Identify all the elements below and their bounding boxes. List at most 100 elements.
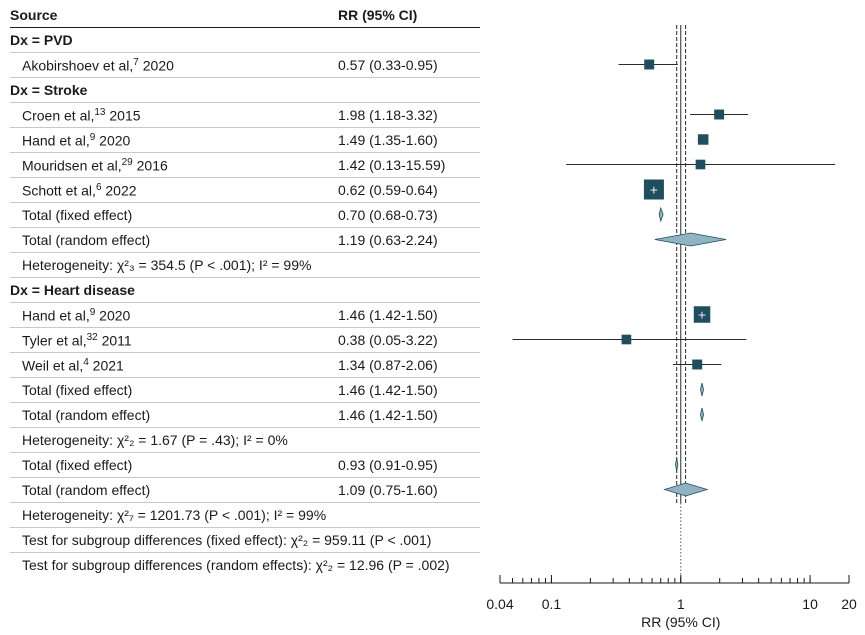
x-axis-tick-label: 10: [802, 596, 818, 612]
rr-value: 0.70 (0.68-0.73): [338, 207, 438, 223]
study-marker: [714, 109, 725, 120]
group-label: Dx = Stroke: [10, 82, 88, 98]
study-author: Croen et al,: [22, 107, 95, 124]
table-row: Dx = PVD: [10, 27, 480, 53]
table-row: Heterogeneity: χ²₇ = 1201.73 (P < .001);…: [10, 502, 480, 528]
table-row: Test for subgroup differences (random ef…: [10, 552, 480, 577]
pooled-diamond: [675, 457, 679, 472]
table-row: Test for subgroup differences (fixed eff…: [10, 527, 480, 553]
study-reference: 32: [86, 332, 98, 343]
source-label: Heterogeneity: χ²₂ = 1.67 (P = .43); I² …: [22, 432, 288, 448]
study-marker: [643, 179, 664, 200]
study-marker: [697, 134, 709, 145]
table-row: Total (fixed effect) 0.70 (0.68-0.73): [10, 202, 480, 228]
study-year: 2011: [101, 332, 132, 349]
rr-value: 1.46 (1.42-1.50): [338, 307, 438, 323]
study-author: Hand et al,: [22, 132, 90, 149]
study-reference: 9: [89, 132, 96, 143]
study-reference: 9: [89, 307, 96, 318]
rr-value: 1.42 (0.13-15.59): [338, 157, 446, 173]
study-marker: [644, 59, 655, 70]
source-label: Total (random effect): [22, 232, 151, 248]
table-header-row: Source RR (95% CI): [10, 2, 480, 28]
table-row: Akobirshoev et al,7 2020 0.57 (0.33-0.95): [10, 52, 480, 78]
source-label: Akobirshoev et al,7 2020: [22, 57, 174, 74]
study-year: 2020: [142, 57, 174, 74]
study-marker: [692, 359, 703, 370]
source-label: Total (fixed effect): [22, 457, 133, 473]
study-reference: 7: [133, 57, 139, 68]
study-author: Hand et al,: [22, 307, 90, 324]
table-row: Dx = Stroke: [10, 77, 480, 103]
rr-value: 1.19 (0.63-2.24): [338, 232, 438, 248]
source-label: Test for subgroup differences (random ef…: [22, 557, 450, 573]
source-label: Hand et al,9 2020: [22, 307, 130, 324]
study-reference: 4: [83, 357, 89, 368]
study-author: Weil et al,: [22, 357, 84, 374]
study-year: 2020: [99, 307, 131, 324]
rr-value: 1.46 (1.42-1.50): [338, 407, 438, 423]
study-year: 2015: [109, 107, 141, 124]
pooled-diamond: [663, 482, 709, 497]
rr-value: 1.49 (1.35-1.60): [338, 132, 438, 148]
source-label: Test for subgroup differences (fixed eff…: [22, 532, 432, 548]
study-marker-plus: +: [697, 309, 706, 322]
table-row: Total (fixed effect) 0.93 (0.91-0.95): [10, 452, 480, 478]
rr-value: 1.46 (1.42-1.50): [338, 382, 438, 398]
rr-value: 1.98 (1.18-3.32): [338, 107, 438, 123]
study-marker: [695, 159, 706, 170]
rr-value: 0.93 (0.91-0.95): [338, 457, 438, 473]
pooled-diamond: [700, 407, 704, 422]
table-row: Croen et al,13 2015 1.98 (1.18-3.32): [10, 102, 480, 128]
source-label: Total (fixed effect): [22, 382, 133, 398]
study-author: Akobirshoev et al,: [22, 57, 134, 74]
source-label: Mouridsen et al,29 2016: [22, 157, 168, 174]
table-row: Hand et al,9 2020 1.46 (1.42-1.50): [10, 302, 480, 328]
table-row: Schott et al,6 2022 0.62 (0.59-0.64): [10, 177, 480, 203]
study-year: 2021: [92, 357, 124, 374]
study-reference: 13: [94, 107, 106, 118]
study-marker: [621, 334, 632, 345]
pooled-diamond: [700, 382, 704, 397]
source-label: Heterogeneity: χ²₃ = 354.5 (P < .001); I…: [22, 257, 312, 273]
source-label: Total (random effect): [22, 482, 151, 498]
x-axis-tick-label: 0.04: [486, 596, 513, 612]
source-label: Total (fixed effect): [22, 207, 133, 223]
study-author: Mouridsen et al,: [22, 157, 122, 174]
x-axis-title: RR (95% CI): [641, 614, 720, 630]
source-label: Tyler et al,32 2011: [22, 332, 132, 349]
rr-column-header: RR (95% CI): [338, 7, 418, 23]
table-row: Total (fixed effect) 1.46 (1.42-1.50): [10, 377, 480, 403]
pooled-diamond: [654, 232, 727, 247]
x-axis-tick-label: 1: [677, 596, 685, 612]
source-label: Total (random effect): [22, 407, 151, 423]
table-row: Mouridsen et al,29 2016 1.42 (0.13-15.59): [10, 152, 480, 178]
group-label: Dx = PVD: [10, 32, 73, 48]
source-label: Croen et al,13 2015: [22, 107, 141, 124]
source-label: Schott et al,6 2022: [22, 182, 137, 199]
study-reference: 29: [121, 157, 133, 168]
rr-value: 0.62 (0.59-0.64): [338, 182, 438, 198]
source-label: Heterogeneity: χ²₇ = 1201.73 (P < .001);…: [22, 507, 327, 523]
rr-value: 1.34 (0.87-2.06): [338, 357, 438, 373]
rr-value: 0.57 (0.33-0.95): [338, 57, 438, 73]
table-row: Dx = Heart disease: [10, 277, 480, 303]
table-row: Total (random effect) 1.19 (0.63-2.24): [10, 227, 480, 253]
group-label: Dx = Heart disease: [10, 282, 135, 298]
study-marker-plus: +: [649, 184, 658, 197]
study-author: Schott et al,: [22, 182, 96, 199]
study-year: 2016: [136, 157, 168, 174]
pooled-diamond: [658, 206, 664, 223]
table-row: Weil et al,4 2021 1.34 (0.87-2.06): [10, 352, 480, 378]
x-axis-tick-label: 0.1: [542, 596, 562, 612]
table-row: Tyler et al,32 2011 0.38 (0.05-3.22): [10, 327, 480, 353]
table-row: Hand et al,9 2020 1.49 (1.35-1.60): [10, 127, 480, 153]
source-label: Hand et al,9 2020: [22, 132, 130, 149]
study-marker: [693, 306, 711, 323]
source-column-header: Source: [10, 7, 58, 23]
rr-value: 0.38 (0.05-3.22): [338, 332, 438, 348]
source-label: Weil et al,4 2021: [22, 357, 124, 374]
study-reference: 6: [95, 182, 102, 193]
table-row: Total (random effect) 1.09 (0.75-1.60): [10, 477, 480, 503]
